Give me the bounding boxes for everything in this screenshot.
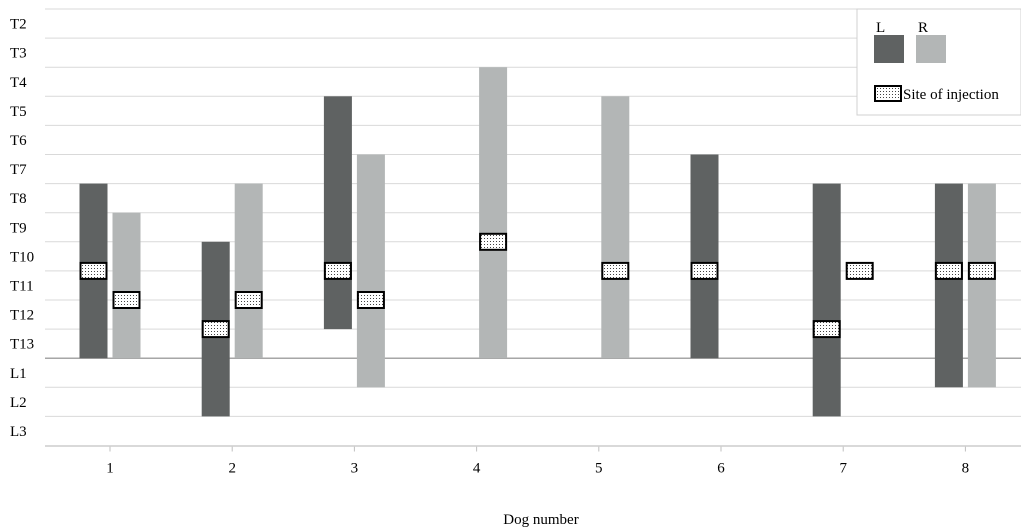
y-tick-label: L3 [10,424,27,440]
legend: L R Site of injection [856,8,1021,116]
x-tick-label: 5 [595,461,603,477]
x-tick-label: 6 [717,461,725,477]
y-tick-label: T13 [10,337,34,353]
legend-swatch-r [916,35,946,63]
legend-swatch-l [874,35,904,63]
injection-marker-dog-1-l [79,261,108,280]
y-tick-label: T6 [10,133,27,149]
bar-r-dog-2 [234,183,263,359]
bar-l-dog-3 [323,96,352,330]
y-tick-label: T9 [10,220,27,236]
x-axis: 1 2 3 4 5 6 7 8 [45,446,1021,477]
y-tick-label: T12 [10,308,34,324]
y-tick-labels: T2 T3 T4 T5 T6 T7 T8 T9 T10 T11 T12 T13 L1 L2 L3 [10,17,34,440]
x-tick-label: 3 [351,461,359,477]
y-tick-label: T4 [10,75,27,91]
x-tick-label: 4 [473,461,481,477]
x-tick-label: 7 [839,461,847,477]
bar-r-dog-1 [112,212,141,359]
injection-marker-dog-3-l [323,261,352,280]
injection-marker-dog-3-r [356,291,385,309]
bar-r-dog-8 [967,183,996,388]
x-tick-label: 1 [106,461,114,477]
injection-marker-dog-2-l [201,320,230,339]
injection-marker-dog-2-r [234,291,263,309]
injection-marker-dog-5-r [601,261,630,280]
y-tick-label: T11 [10,278,34,294]
injection-marker-dog-8-r [967,261,996,280]
injection-marker-dog-4-r [479,232,508,251]
x-tick-label: 2 [228,461,236,477]
y-tick-label: L2 [10,395,27,411]
bar-l-dog-8 [934,183,963,388]
bars [79,67,996,417]
bar-r-dog-3 [356,154,385,388]
injection-marker-dog-7-l [812,320,841,339]
injection-marker-dog-6-l [690,261,719,280]
y-tick-label: T7 [10,162,27,178]
x-axis-title: Dog number [503,512,578,528]
bar-l-dog-6 [690,154,719,359]
bar-l-dog-7 [812,183,841,417]
injection-marker-dog-7-r [845,261,874,280]
injection-markers [79,232,996,339]
legend-label-l: L [876,20,885,36]
bar-r-dog-4 [479,67,508,359]
y-tick-label: T3 [10,46,27,62]
x-tick-label: 8 [962,461,970,477]
injection-marker-dog-1-r [112,291,141,309]
bar-r-dog-5 [601,96,630,359]
legend-marker-injection [874,85,902,102]
y-tick-label: T8 [10,191,27,207]
y-tick-label: L1 [10,366,27,382]
y-tick-label: T10 [10,249,34,265]
y-tick-label: T5 [10,104,27,120]
legend-label-r: R [918,20,928,36]
y-tick-label: T2 [10,17,27,33]
injection-marker-dog-8-l [934,261,963,280]
legend-label-injection: Site of injection [903,87,999,103]
